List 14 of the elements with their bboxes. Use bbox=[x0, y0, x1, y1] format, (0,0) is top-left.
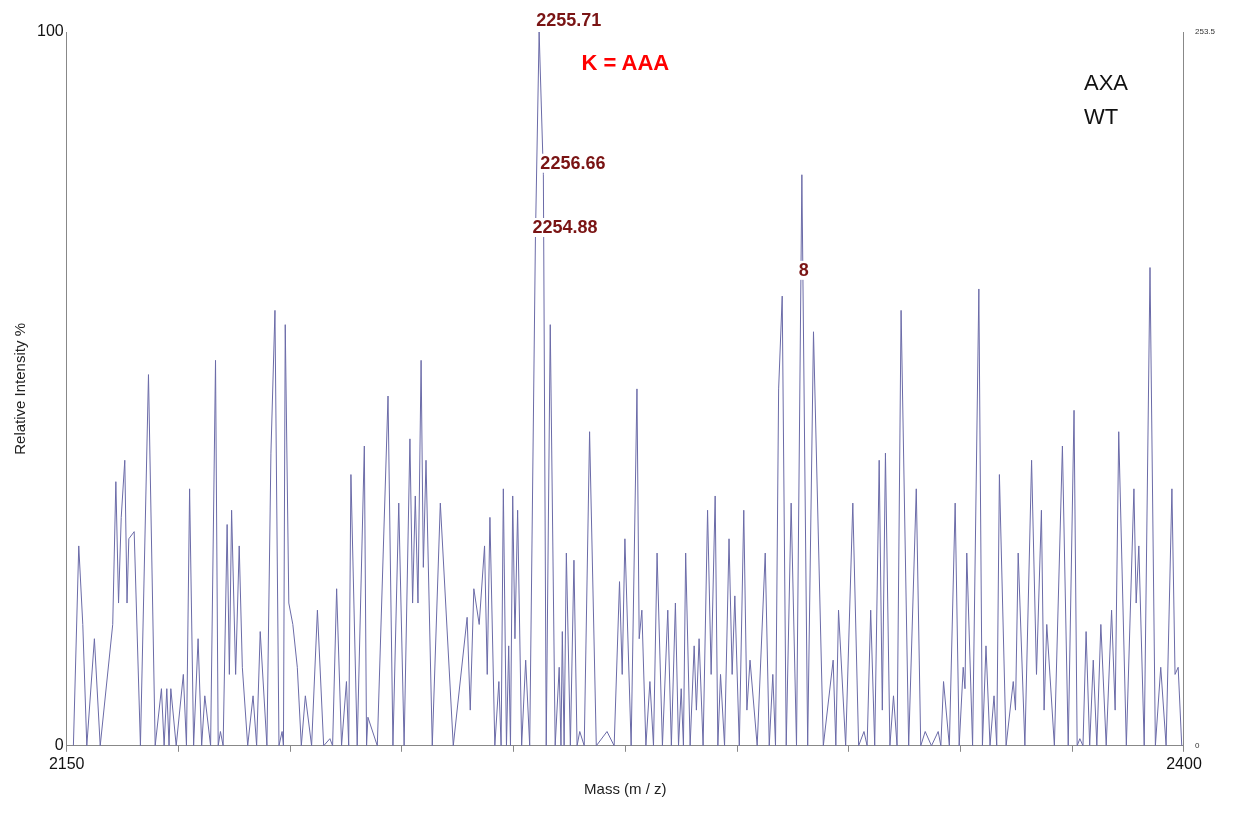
y2-tick-label: 253.5 bbox=[1194, 27, 1216, 37]
y-axis-title: Relative Intensity % bbox=[11, 323, 29, 455]
annotation: 2254.88 bbox=[532, 216, 598, 237]
annotation: 8 bbox=[798, 259, 809, 280]
annotation: 2255.71 bbox=[536, 9, 602, 30]
annotation: 2256.66 bbox=[540, 152, 606, 173]
annotation: WT bbox=[1083, 104, 1119, 129]
y2-tick-label: 0 bbox=[1194, 741, 1200, 750]
x-axis-title: Mass (m / z) bbox=[584, 780, 667, 798]
x-tick-label: 2150 bbox=[48, 754, 85, 772]
annotation: AXA bbox=[1083, 70, 1129, 95]
x-tick-label: 2400 bbox=[1166, 754, 1202, 772]
y-tick-label: 100 bbox=[36, 22, 64, 40]
annotation: K = AAA bbox=[581, 50, 670, 75]
